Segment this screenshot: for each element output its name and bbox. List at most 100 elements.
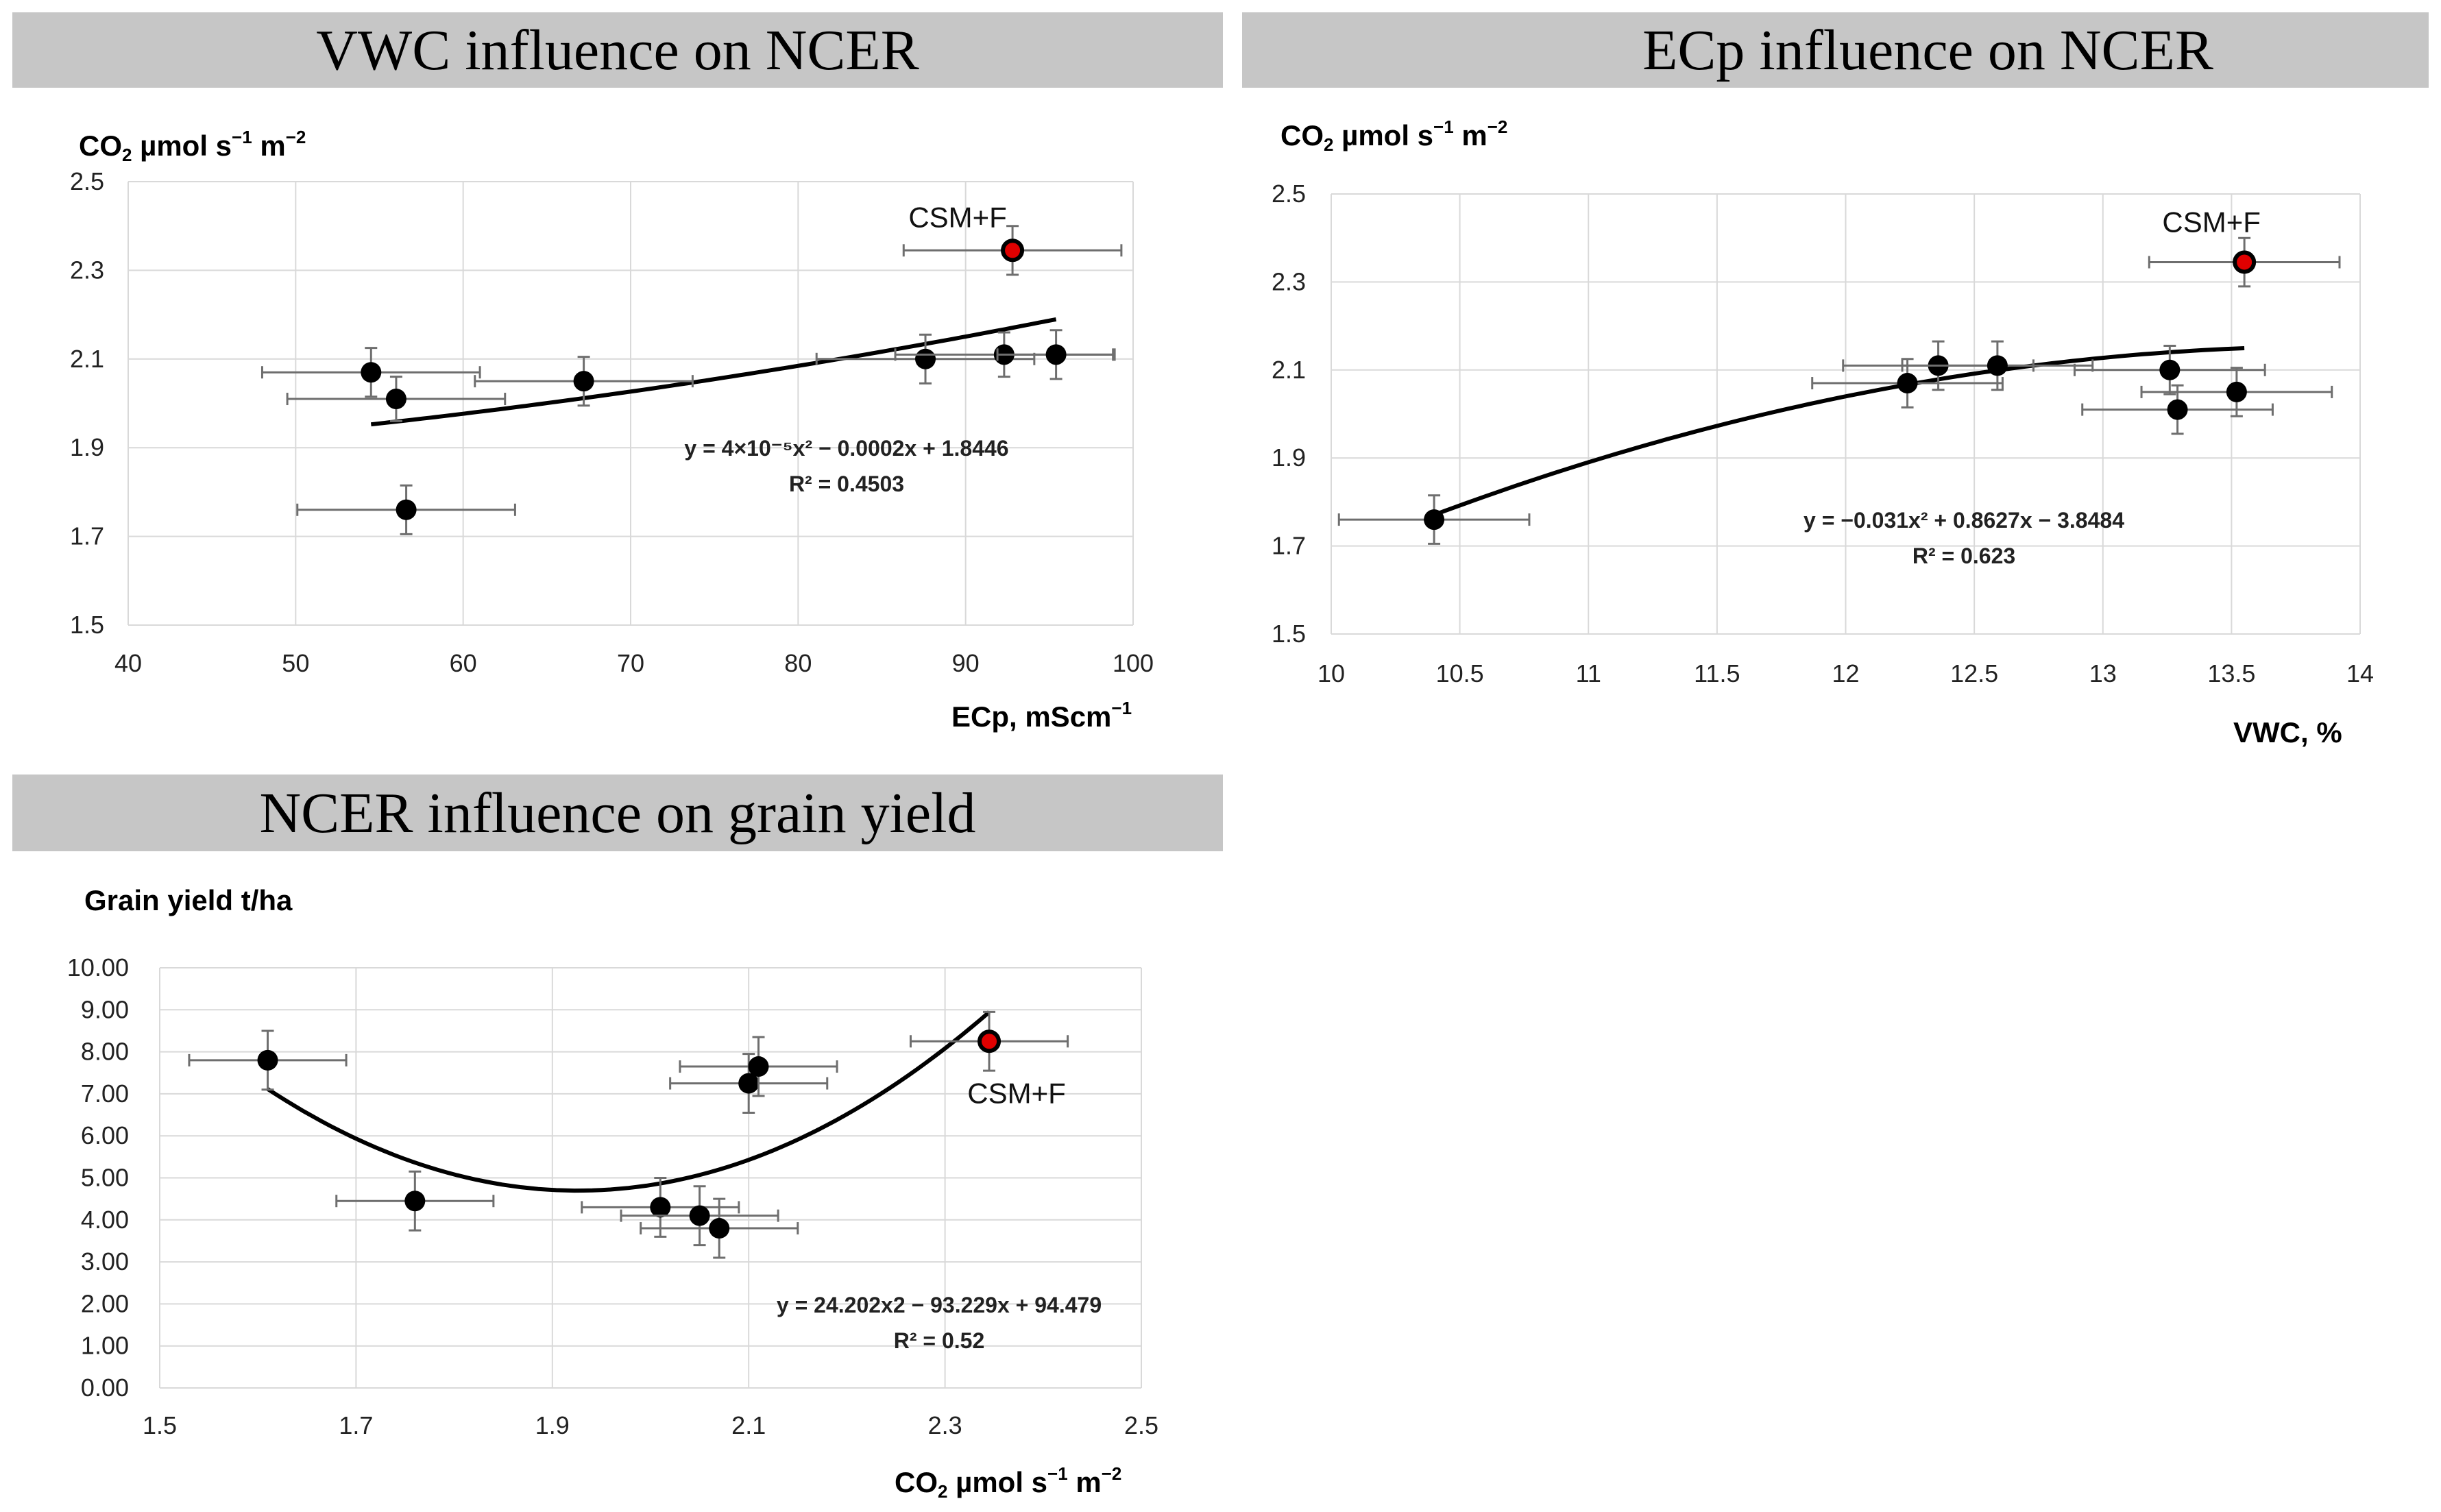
x-tick-label-ncer: 1.5 [143,1411,177,1439]
data-point-vwc [1045,344,1067,365]
data-point-ecp [2167,399,2188,420]
x-axis-label-ecp-main: VWC, % [2233,716,2342,748]
x-axis-label-vwc-sup: −1 [1111,698,1132,718]
data-point-highlight-ecp [2233,250,2257,274]
x-axis-label-ncer-sup2: −2 [1101,1463,1122,1484]
trend-r2-ecp: R² = 0.623 [1912,544,2015,568]
x-tick-label-ncer: 1.7 [339,1411,373,1439]
x-tick-label-vwc: 100 [1113,649,1154,677]
x-axis-label-ecp: VWC, % [2233,716,2342,749]
x-tick-label-ncer: 1.9 [535,1411,570,1439]
x-tick-label-ecp: 11 [1576,659,1601,687]
data-point-ncer [650,1197,671,1218]
y-axis-label-vwc-sup1: −1 [232,127,252,147]
data-point-vwc [915,348,936,369]
x-tick-label-vwc: 50 [282,649,309,677]
point-label-ncer: CSM+F [967,1077,1066,1109]
x-tick-label-ecp: 12 [1832,659,1859,687]
data-point-ecp [2159,359,2181,380]
y-tick-label-ecp: 1.9 [1272,443,1306,472]
chart-title-ncer: NCER influence on grain yield [12,775,1223,851]
trendline-ecp [1433,346,2245,517]
trendline-vwc [370,317,1057,427]
x-tick-label-vwc: 60 [450,649,477,677]
chart-title-vwc-text: VWC influence on NCER [316,18,919,82]
y-axis-label-ncer-main: Grain yield t/ha [84,884,293,916]
x-tick-label-ecp: 10.5 [1436,659,1484,687]
y-tick-label-ecp: 2.1 [1272,356,1306,384]
y-tick-label-ecp: 2.3 [1272,267,1306,295]
y-tick-label-ncer: 1.00 [81,1332,129,1360]
y-axis-label-ecp-sub: 2 [1324,134,1334,155]
y-axis-label-ecp-sup1: −1 [1433,117,1454,137]
chart-title-ecp-text: ECp influence on NCER [1642,18,2213,82]
data-point-ecp [1424,509,1445,531]
y-axis-label-vwc-main: CO [79,130,122,162]
y-tick-label-ecp: 1.7 [1272,532,1306,560]
point-label-ecp: CSM+F [2162,206,2261,239]
y-tick-label-ncer: 2.00 [81,1289,129,1317]
y-axis-label-ecp-rest: µmol s [1333,119,1434,151]
x-tick-label-ecp: 13.5 [2207,659,2255,687]
y-axis-label-vwc: CO2 µmol s−1 m−2 [79,127,306,166]
trend-r2-ncer: R² = 0.52 [894,1328,985,1353]
data-point-highlight-vwc [1001,239,1025,263]
data-point-ncer [748,1056,769,1077]
y-tick-label-ncer: 0.00 [81,1374,129,1402]
trend-equation-ecp: y = −0.031x² + 0.8627x − 3.8484 [1804,508,2124,533]
data-point-ecp [1987,355,2008,376]
y-axis-label-ncer: Grain yield t/ha [84,884,292,917]
x-tick-label-ecp: 11.5 [1694,659,1740,687]
x-tick-label-vwc: 40 [114,649,142,677]
y-axis-label-ecp-sup2: −2 [1487,117,1508,137]
trend-equation-vwc: y = 4×10⁻⁵x² − 0.0002x + 1.8446 [684,436,1008,461]
y-tick-label-vwc: 1.9 [70,433,104,461]
data-point-vwc [385,389,406,410]
y-tick-label-ncer: 7.00 [81,1080,129,1108]
data-point-ncer [404,1191,426,1212]
data-point-ecp [2226,381,2247,402]
x-tick-label-ecp: 10 [1317,659,1345,687]
y-axis-label-vwc-rest: µmol s [132,130,232,162]
x-axis-label-ncer-sup1: −1 [1047,1463,1068,1484]
x-tick-label-ecp: 12.5 [1950,659,1998,687]
x-tick-label-ncer: 2.3 [928,1411,962,1439]
y-tick-label-vwc: 1.7 [70,522,104,550]
y-tick-label-ncer: 8.00 [81,1038,129,1066]
x-axis-label-ncer-mid: m [1067,1466,1102,1498]
y-tick-label-ecp: 1.5 [1272,620,1306,648]
data-point-ncer [689,1205,710,1226]
x-axis-label-ncer-sub: 2 [938,1481,948,1502]
y-axis-label-ecp-mid: m [1453,119,1487,151]
data-point-vwc [573,371,594,392]
x-tick-label-ecp: 14 [2346,659,2374,687]
chart-title-ecp: ECp influence on NCER [1242,12,2429,88]
y-tick-label-ncer: 3.00 [81,1247,129,1276]
chart-title-vwc: VWC influence on NCER [12,12,1223,88]
y-axis-label-ecp: CO2 µmol s−1 m−2 [1280,117,1507,156]
y-tick-label-vwc: 1.5 [70,611,104,639]
y-tick-label-ecp: 2.5 [1272,180,1306,208]
y-axis-label-vwc-sub: 2 [122,145,132,165]
chart-title-ncer-text: NCER influence on grain yield [259,781,976,845]
y-axis-label-vwc-mid: m [252,130,286,162]
x-axis-label-vwc-main: ECp, mScm [951,700,1112,733]
data-point-ncer [709,1218,730,1239]
x-tick-label-ncer: 2.1 [731,1411,766,1439]
y-tick-label-vwc: 2.1 [70,345,104,373]
point-label-vwc: CSM+F [908,201,1007,233]
data-point-highlight-ncer [977,1029,1001,1053]
y-tick-label-ncer: 9.00 [81,995,129,1023]
y-tick-label-ncer: 4.00 [81,1206,129,1234]
data-point-vwc [396,499,417,520]
x-tick-label-ecp: 13 [2089,659,2117,687]
x-axis-label-ncer-rest: µmol s [947,1466,1048,1498]
y-tick-label-ncer: 6.00 [81,1121,129,1149]
data-point-ecp [1897,373,1918,394]
trend-r2-vwc: R² = 0.4503 [789,472,904,496]
data-point-ncer [257,1049,278,1071]
trendline-ncer [266,1010,991,1193]
x-axis-label-ncer-main: CO [895,1466,938,1498]
y-axis-label-ecp-main: CO [1280,119,1324,151]
